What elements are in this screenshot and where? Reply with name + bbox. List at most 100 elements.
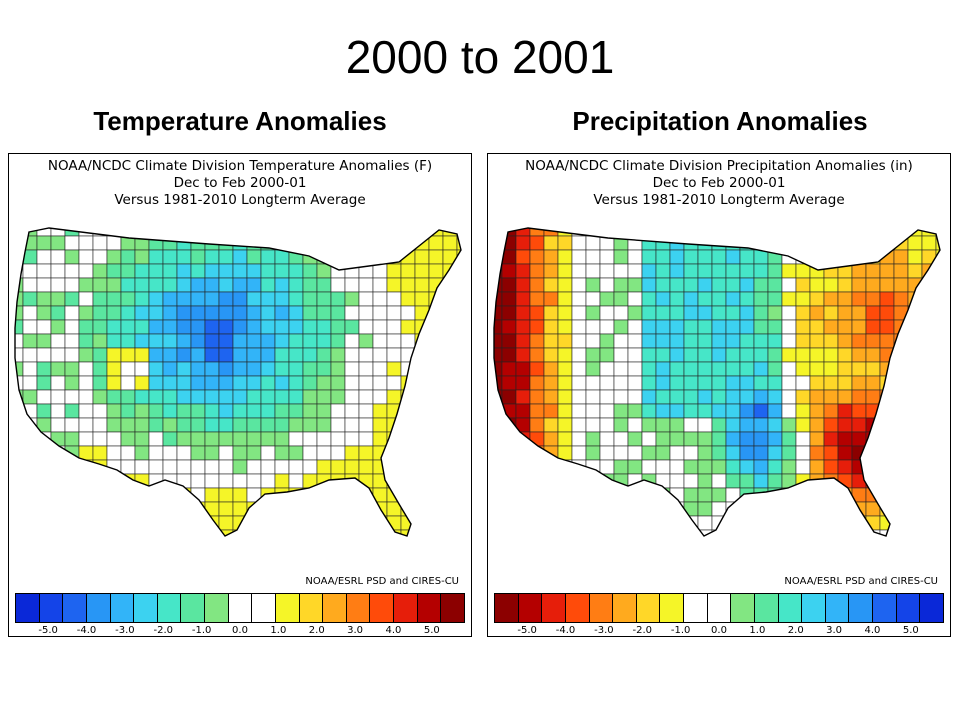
climate-division-cell: [106, 403, 122, 419]
climate-division-cell: [823, 389, 839, 405]
climate-division-cell: [442, 445, 458, 461]
colorbar-tick-label: -1.0: [670, 625, 691, 636]
climate-division-cell: [683, 291, 699, 307]
climate-division-cell: [50, 333, 66, 349]
climate-division-cell: [571, 249, 587, 265]
climate-division-cell: [428, 249, 444, 265]
climate-division-cell: [204, 361, 220, 377]
climate-division-cell: [50, 235, 66, 251]
climate-division-cell: [246, 249, 262, 265]
climate-division-cell: [246, 529, 262, 536]
climate-division-cell: [92, 445, 108, 461]
climate-division-cell: [372, 375, 388, 391]
climate-division-cell: [79, 544, 93, 558]
climate-division-cell: [358, 431, 374, 447]
climate-division-cell: [106, 228, 122, 237]
climate-division-cell: [204, 277, 220, 293]
climate-division-cell: [428, 319, 444, 335]
climate-division-cell: [711, 473, 727, 489]
climate-division-cell: [316, 249, 332, 265]
climate-division-cell: [781, 403, 797, 419]
climate-division-cell: [515, 515, 531, 531]
climate-division-cell: [358, 501, 374, 517]
precipitation-colorbar-ticks: -5.0 -4.0 -3.0 -2.0 -1.0 0.0 1.0 2.0 3.0 4.0 5.0: [494, 625, 944, 637]
climate-division-cell: [852, 544, 866, 558]
climate-division-cell: [851, 431, 867, 447]
climate-division-cell: [753, 417, 769, 433]
climate-division-cell: [571, 529, 587, 536]
climate-division-cell: [921, 333, 937, 349]
climate-division-cell: [190, 361, 206, 377]
colorbar-tick-label: 1.0: [270, 625, 287, 636]
climate-division-cell: [134, 375, 150, 391]
colorbar-swatch: [346, 594, 371, 622]
climate-division-cell: [50, 375, 66, 391]
climate-division-cell: [274, 375, 290, 391]
climate-division-cell: [711, 431, 727, 447]
climate-division-cell: [106, 319, 122, 335]
climate-division-cell: [501, 529, 517, 536]
climate-division-cell: [64, 389, 80, 405]
climate-division-cell: [823, 277, 839, 293]
climate-division-cell: [543, 347, 559, 363]
climate-division-cell: [837, 445, 853, 461]
climate-division-cell: [204, 431, 220, 447]
climate-division-cell: [176, 347, 192, 363]
climate-division-cell: [260, 319, 276, 335]
climate-division-cell: [274, 473, 290, 489]
climate-division-cell: [386, 459, 402, 475]
climate-division-cell: [15, 228, 24, 237]
climate-division-cell: [907, 515, 923, 531]
climate-division-cell: [753, 487, 769, 503]
climate-division-cell: [627, 529, 643, 536]
climate-division-cell: [134, 249, 150, 265]
climate-division-cell: [162, 403, 178, 419]
climate-division-cell: [627, 277, 643, 293]
climate-division-cell: [456, 291, 461, 307]
climate-division-cell: [358, 305, 374, 321]
climate-division-cell: [851, 403, 867, 419]
colorbar-swatch: [394, 594, 418, 622]
climate-division-cell: [344, 417, 360, 433]
climate-division-cell: [302, 487, 318, 503]
climate-division-cell: [781, 235, 797, 251]
climate-division-cell: [330, 291, 346, 307]
climate-division-cell: [795, 403, 811, 419]
climate-division-cell: [92, 515, 108, 531]
climate-division-cell: [288, 501, 304, 517]
climate-division-cell: [78, 501, 94, 517]
climate-division-cell: [823, 403, 839, 419]
climate-division-cell: [851, 515, 867, 531]
climate-division-cell: [36, 459, 52, 475]
climate-division-cell: [571, 403, 587, 419]
climate-division-cell: [655, 417, 671, 433]
climate-division-cell: [543, 417, 559, 433]
climate-division-cell: [683, 431, 699, 447]
climate-division-cell: [837, 403, 853, 419]
map-title-line: Dec to Feb 2000-01: [173, 175, 307, 191]
climate-division-cell: [585, 487, 601, 503]
climate-division-cell: [92, 501, 108, 517]
climate-division-cell: [907, 235, 923, 251]
climate-division-cell: [36, 291, 52, 307]
climate-division-cell: [529, 319, 545, 335]
climate-division-cell: [78, 473, 94, 489]
climate-division-cell: [442, 431, 458, 447]
climate-division-cell: [851, 375, 867, 391]
climate-division-cell: [571, 515, 587, 531]
climate-division-cell: [753, 375, 769, 391]
climate-division-cell: [935, 515, 940, 531]
climate-division-cell: [851, 389, 867, 405]
climate-division-cell: [501, 228, 517, 237]
climate-division-cell: [107, 544, 121, 558]
climate-division-cell: [162, 361, 178, 377]
climate-division-cell: [428, 487, 444, 503]
climate-division-cell: [501, 445, 517, 461]
climate-division-cell: [302, 228, 318, 237]
climate-division-cell: [935, 389, 940, 405]
climate-division-cell: [442, 515, 458, 531]
colorbar-tick-label: 5.0: [423, 625, 440, 636]
climate-division-cell: [22, 529, 38, 536]
climate-division-cell: [767, 417, 783, 433]
climate-division-cell: [78, 333, 94, 349]
